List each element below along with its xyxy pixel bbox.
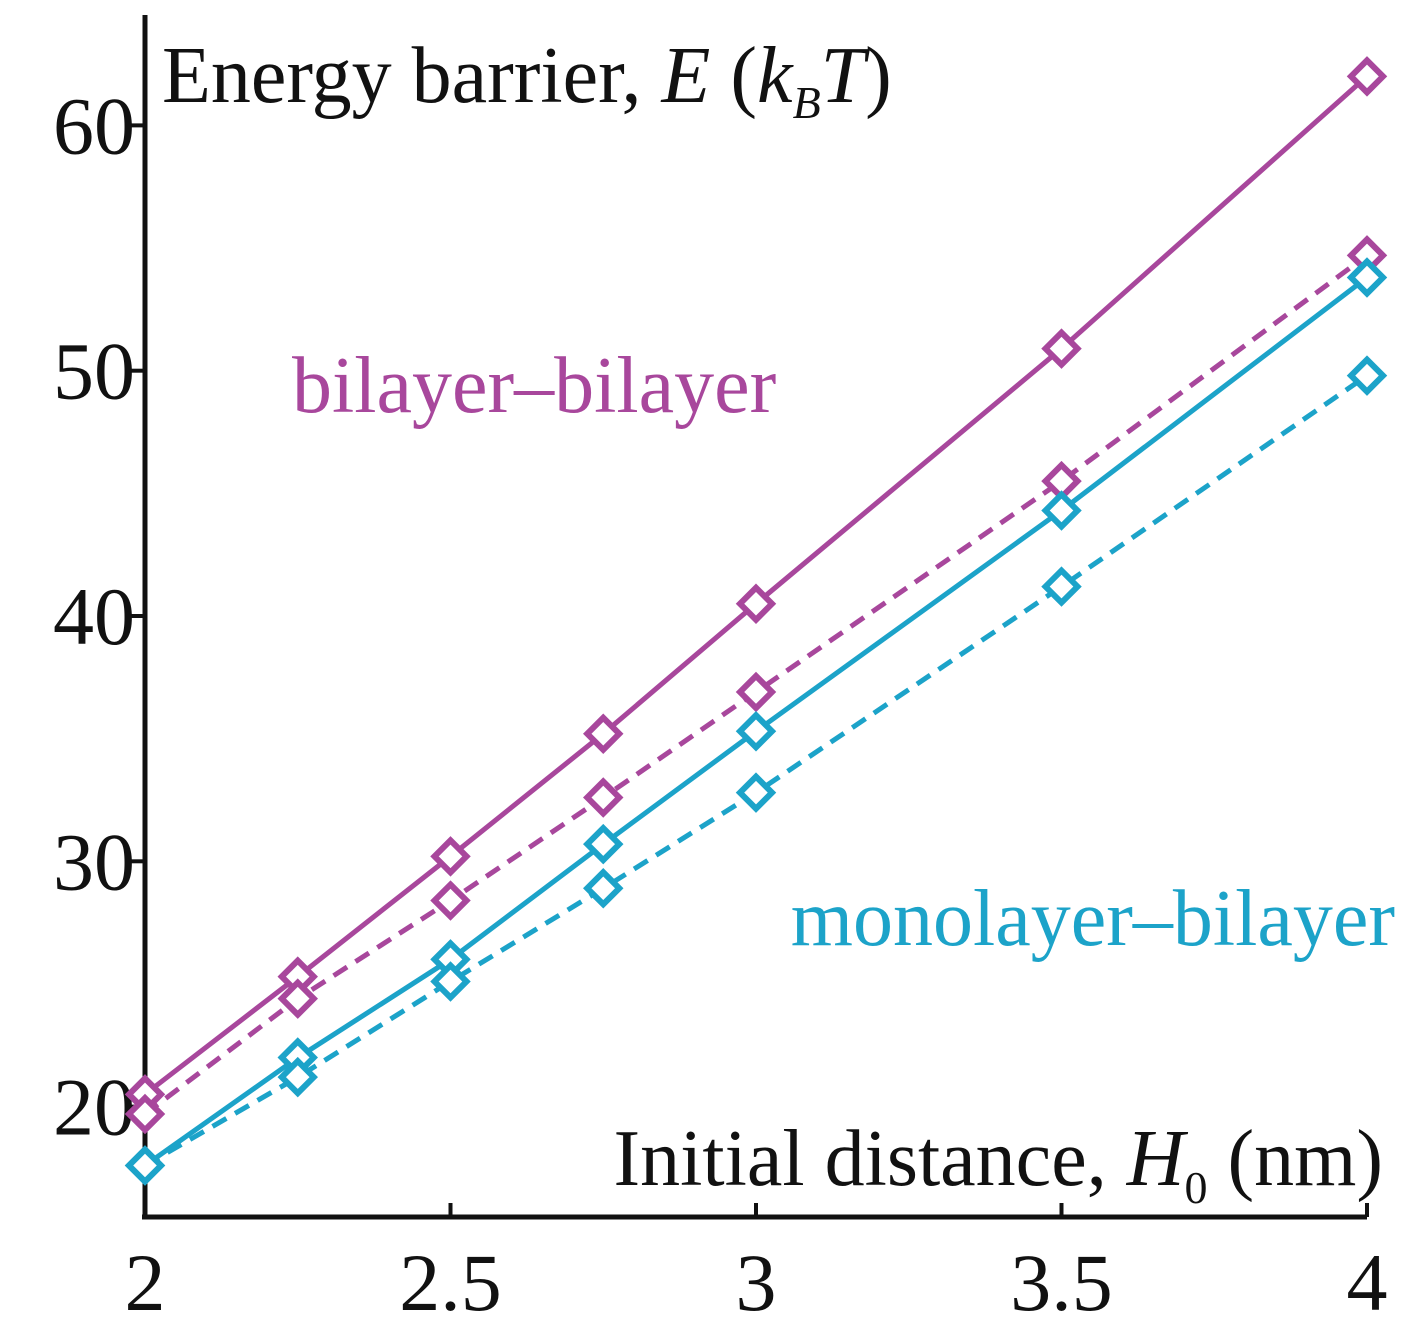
label-monolayer-bilayer: monolayer–bilayer: [791, 875, 1395, 963]
marker-bilayer-bilayer-dashed-3: [583, 777, 624, 818]
marker-monolayer-bilayer-solid-5: [1041, 490, 1082, 531]
marker-monolayer-bilayer-solid-4: [735, 711, 777, 752]
marker-monolayer-bilayer-dashed-3: [583, 868, 624, 909]
marker-bilayer-bilayer-dashed-2: [430, 880, 471, 921]
x-tick-label-3.5: 3.5: [1010, 1237, 1113, 1328]
y-tick-label-60: 60: [53, 80, 135, 171]
marker-bilayer-bilayer-dashed-1: [277, 978, 318, 1019]
series-bilayer-bilayer-solid: [124, 56, 1388, 1115]
series-group: [124, 56, 1388, 1186]
marker-bilayer-bilayer-dashed-4: [735, 671, 777, 713]
marker-bilayer-bilayer-dashed-0: [124, 1093, 166, 1135]
ticks: 20 30 40 50 60 2 2.5 3 3.5 4: [53, 80, 1388, 1328]
y-tick-label-20: 20: [53, 1062, 135, 1153]
label-bilayer-bilayer: bilayer–bilayer: [292, 342, 776, 430]
x-tick-label-3: 3: [736, 1237, 777, 1328]
x-axis-title: Initial distance, H0 (nm): [614, 1115, 1383, 1213]
marker-monolayer-bilayer-dashed-5: [1041, 566, 1082, 607]
marker-monolayer-bilayer-dashed-0: [124, 1145, 166, 1186]
marker-monolayer-bilayer-dashed-2: [430, 961, 471, 1002]
line-monolayer-bilayer-dashed: [143, 373, 1369, 1168]
series-bilayer-bilayer-dashed: [124, 235, 1388, 1135]
marker-monolayer-bilayer-solid-3: [583, 823, 624, 865]
x-tick-label-2.5: 2.5: [399, 1237, 502, 1328]
marker-monolayer-bilayer-solid-6: [1346, 257, 1388, 298]
marker-monolayer-bilayer-dashed-1: [277, 1056, 318, 1098]
marker-monolayer-bilayer-dashed-6: [1346, 355, 1388, 396]
marker-bilayer-bilayer-solid-2: [430, 836, 471, 877]
marker-monolayer-bilayer-dashed-4: [735, 772, 777, 813]
y-tick-label-40: 40: [53, 571, 135, 662]
marker-bilayer-bilayer-solid-5: [1041, 328, 1082, 369]
series-monolayer-bilayer-dashed: [124, 355, 1388, 1186]
marker-bilayer-bilayer-solid-4: [735, 583, 777, 624]
x-tick-label-2: 2: [125, 1237, 166, 1328]
x-tick-label-4: 4: [1347, 1237, 1388, 1328]
marker-bilayer-bilayer-solid-3: [583, 713, 624, 754]
marker-bilayer-bilayer-solid-6: [1346, 56, 1388, 97]
y-axis-title: Energy barrier, E (kBT): [162, 32, 892, 128]
y-tick-label-50: 50: [53, 326, 135, 417]
y-tick-label-30: 30: [53, 816, 135, 907]
